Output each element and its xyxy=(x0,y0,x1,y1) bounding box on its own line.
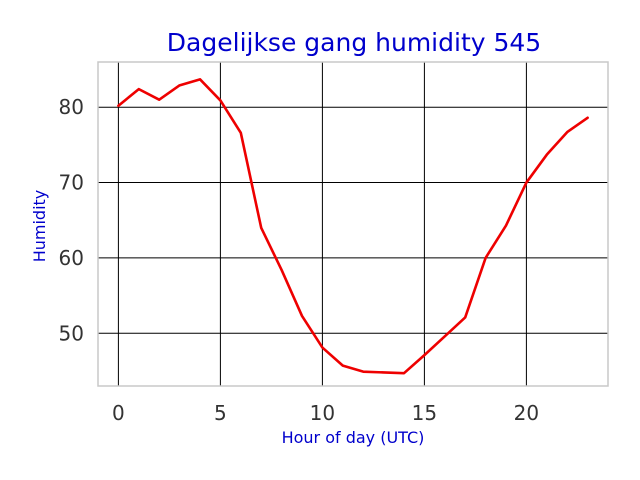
x-tick-label: 5 xyxy=(214,401,227,425)
series-layer xyxy=(117,78,589,375)
y-tick-label: 60 xyxy=(59,246,84,270)
y-tick-label: 70 xyxy=(59,171,84,195)
x-tick-label: 15 xyxy=(412,401,437,425)
y-tick-label: 50 xyxy=(59,321,84,345)
grid xyxy=(98,62,608,386)
y-axis-label: Humidity xyxy=(30,190,49,263)
x-tick-label: 10 xyxy=(310,401,335,425)
chart-title: Dagelijkse gang humidity 545 xyxy=(167,28,541,57)
x-axis-label: Hour of day (UTC) xyxy=(282,428,425,447)
humidity-series-line xyxy=(117,78,589,375)
x-tick-label: 20 xyxy=(514,401,539,425)
tick-labels: 0 5 10 15 20 50 60 70 80 xyxy=(59,95,540,425)
plot-area-frame xyxy=(97,61,609,387)
x-tick-label: 0 xyxy=(112,401,125,425)
y-tick-label: 80 xyxy=(59,95,84,119)
